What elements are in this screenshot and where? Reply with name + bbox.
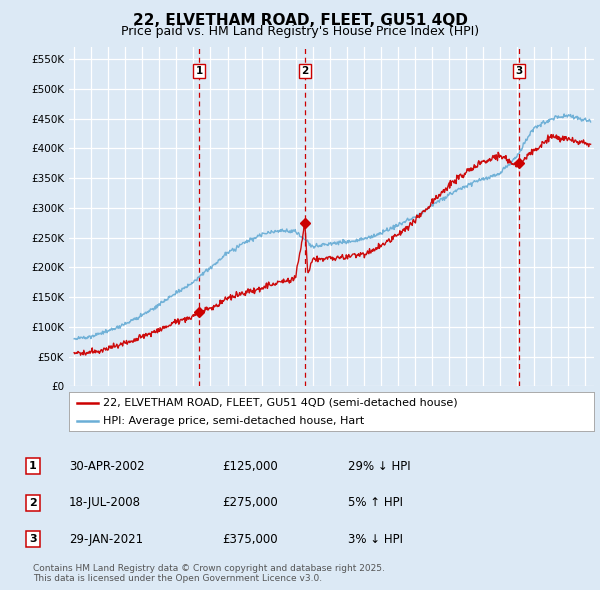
- Text: 22, ELVETHAM ROAD, FLEET, GU51 4QD (semi-detached house): 22, ELVETHAM ROAD, FLEET, GU51 4QD (semi…: [103, 398, 458, 408]
- Text: 2: 2: [29, 498, 37, 507]
- Text: Price paid vs. HM Land Registry's House Price Index (HPI): Price paid vs. HM Land Registry's House …: [121, 25, 479, 38]
- Text: HPI: Average price, semi-detached house, Hart: HPI: Average price, semi-detached house,…: [103, 416, 364, 426]
- Text: £375,000: £375,000: [222, 533, 278, 546]
- Text: 3: 3: [515, 66, 522, 76]
- Text: 22, ELVETHAM ROAD, FLEET, GU51 4QD: 22, ELVETHAM ROAD, FLEET, GU51 4QD: [133, 13, 467, 28]
- Text: 18-JUL-2008: 18-JUL-2008: [69, 496, 141, 509]
- Text: 3: 3: [29, 535, 37, 544]
- Text: £275,000: £275,000: [222, 496, 278, 509]
- Text: 1: 1: [29, 461, 37, 471]
- Text: £125,000: £125,000: [222, 460, 278, 473]
- Text: 3% ↓ HPI: 3% ↓ HPI: [348, 533, 403, 546]
- Text: 2: 2: [301, 66, 308, 76]
- Text: Contains HM Land Registry data © Crown copyright and database right 2025.
This d: Contains HM Land Registry data © Crown c…: [33, 563, 385, 583]
- Text: 29-JAN-2021: 29-JAN-2021: [69, 533, 143, 546]
- Text: 30-APR-2002: 30-APR-2002: [69, 460, 145, 473]
- Text: 29% ↓ HPI: 29% ↓ HPI: [348, 460, 410, 473]
- Text: 1: 1: [196, 66, 203, 76]
- Text: 5% ↑ HPI: 5% ↑ HPI: [348, 496, 403, 509]
